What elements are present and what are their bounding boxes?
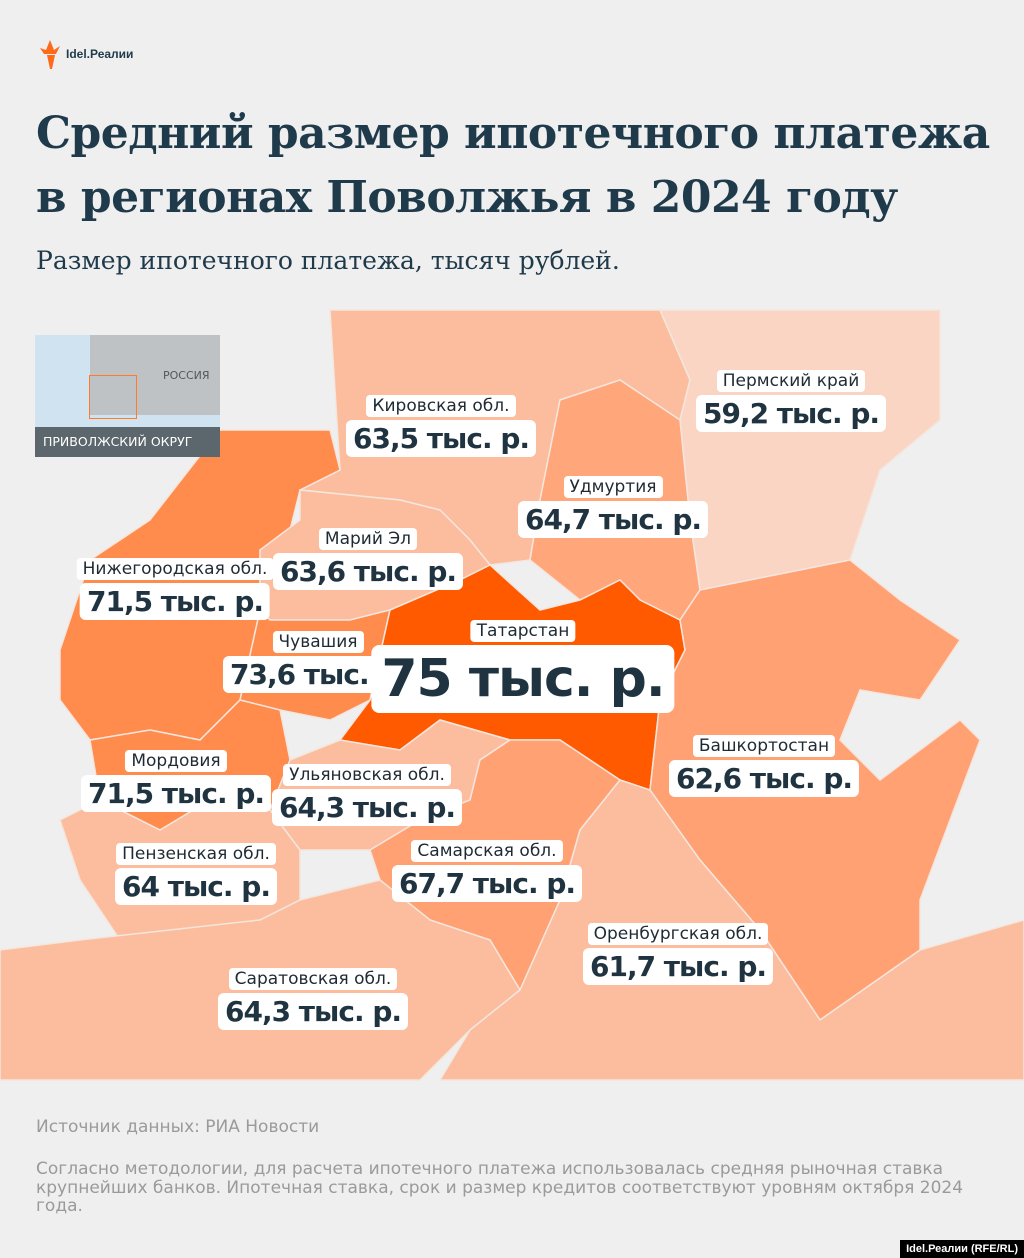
highlight-box [89, 375, 137, 419]
region-value: 64,3 тыс. р. [217, 993, 409, 1030]
district-label: ПРИВОЛЖСКИЙ ОКРУГ [35, 427, 220, 457]
region-name: Чувашия [272, 631, 364, 653]
region-name: Мордовия [125, 750, 227, 772]
region-label: Оренбургская обл. 61,7 тыс. р. [582, 923, 774, 985]
region-label: Мордовия 71,5 тыс. р. [80, 750, 272, 812]
region-value: 71,5 тыс. р. [79, 583, 271, 620]
region-value: 59,2 тыс. р. [695, 395, 887, 432]
region-value: 64 тыс. р. [115, 868, 277, 905]
region-value: 64,3 тыс. р. [271, 789, 463, 826]
region-value: 64,7 тыс. р. [517, 501, 709, 538]
credit: Idel.Реалии (RFE/RL) [900, 1240, 1024, 1258]
region-name: Ульяновская обл. [283, 764, 451, 786]
region-value: 62,6 тыс. р. [668, 760, 860, 797]
region-name: Саратовская обл. [228, 968, 398, 990]
region-label: Пензенская обл. 64 тыс. р. [115, 843, 277, 905]
region-value: 63,6 тыс. р. [272, 553, 464, 590]
methodology-note: Согласно методологии, для расчета ипотеч… [36, 1159, 964, 1217]
region-value: 75 тыс. р. [371, 645, 675, 713]
country-label: РОССИЯ [163, 369, 210, 382]
region-name: Марий Эл [318, 528, 418, 550]
logo: Idel.Реалии [38, 38, 133, 70]
torch-icon [40, 40, 60, 69]
region-name: Удмуртия [563, 476, 663, 498]
region-name: Пермский край [716, 370, 866, 392]
region-label: Пермский край 59,2 тыс. р. [695, 370, 887, 432]
region-name: Кировская обл. [366, 395, 516, 417]
source: Источник данных: РИА Новости [36, 1117, 320, 1137]
region-value: 67,7 тыс. р. [391, 865, 583, 902]
region-label: Саратовская обл. 64,3 тыс. р. [217, 968, 409, 1030]
page-title: Средний размер ипотечного платежа в реги… [36, 108, 990, 223]
locator-inset: РОССИЯ ПРИВОЛЖСКИЙ ОКРУГ [35, 335, 220, 457]
region-perm [658, 309, 941, 591]
region-label: Кировская обл. 63,5 тыс. р. [345, 395, 537, 457]
region-name: Пензенская обл. [116, 843, 276, 865]
logo-text: Idel.Реалии [66, 47, 134, 61]
region-label: Марий Эл 63,6 тыс. р. [272, 528, 464, 590]
region-label: Нижегородская обл. 71,5 тыс. р. [76, 558, 274, 620]
region-value: 61,7 тыс. р. [582, 948, 774, 985]
region-label: Татарстан 75 тыс. р. [371, 620, 675, 713]
region-name: Нижегородская обл. [76, 558, 274, 580]
region-name: Башкортостан [692, 735, 836, 757]
region-label: Ульяновская обл. 64,3 тыс. р. [271, 764, 463, 826]
subtitle: Размер ипотечного платежа, тысяч рублей. [36, 246, 620, 275]
region-value: 63,5 тыс. р. [345, 420, 537, 457]
region-value: 71,5 тыс. р. [80, 775, 272, 812]
region-label: Удмуртия 64,7 тыс. р. [517, 476, 709, 538]
region-label: Башкортостан 62,6 тыс. р. [668, 735, 860, 797]
region-name: Оренбургская обл. [587, 923, 769, 945]
region-name: Татарстан [470, 620, 576, 642]
region-label: Самарская обл. 67,7 тыс. р. [391, 840, 583, 902]
region-name: Самарская обл. [411, 840, 563, 862]
